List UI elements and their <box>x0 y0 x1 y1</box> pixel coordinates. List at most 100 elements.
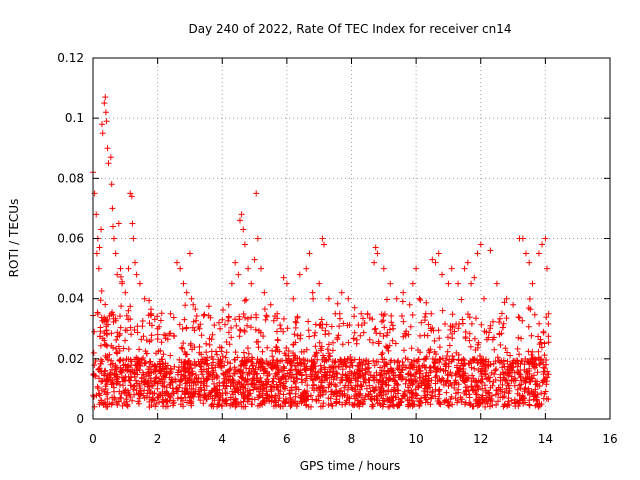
data-point <box>210 359 217 366</box>
data-point <box>348 377 355 384</box>
data-point <box>351 386 358 393</box>
y-tick-label: 0.02 <box>57 352 84 366</box>
data-point <box>192 371 199 378</box>
data-point <box>537 339 544 346</box>
data-point <box>443 397 450 403</box>
data-point <box>536 361 543 368</box>
data-point <box>303 346 310 353</box>
data-point <box>365 360 372 367</box>
data-point <box>166 397 173 404</box>
data-point <box>136 346 143 353</box>
data-point <box>498 310 505 317</box>
data-point <box>328 323 335 330</box>
data-point <box>465 311 471 318</box>
data-point <box>542 235 549 242</box>
data-point <box>191 378 198 385</box>
data-point <box>274 328 280 335</box>
data-point <box>351 313 358 320</box>
data-point <box>399 359 406 365</box>
x-tick-label: 14 <box>538 432 553 446</box>
data-point <box>398 376 405 383</box>
data-point <box>358 310 365 317</box>
data-point <box>203 349 210 356</box>
data-point <box>448 372 455 379</box>
data-point <box>325 295 332 302</box>
data-point <box>225 301 232 308</box>
data-point <box>287 360 294 367</box>
data-point <box>425 347 432 354</box>
data-point <box>151 390 158 397</box>
data-point <box>529 355 536 361</box>
data-point <box>317 403 324 410</box>
data-point <box>214 351 220 358</box>
data-point <box>409 312 416 318</box>
data-point <box>405 331 412 338</box>
data-point <box>415 347 421 353</box>
data-point <box>286 373 292 380</box>
data-point <box>278 379 285 386</box>
data-point <box>496 319 503 326</box>
data-point <box>445 383 452 389</box>
data-point <box>487 403 493 410</box>
data-point <box>146 363 153 370</box>
data-point <box>131 373 138 380</box>
data-point <box>109 377 116 384</box>
data-point <box>110 344 116 351</box>
data-point <box>488 369 495 376</box>
data-point <box>154 331 161 338</box>
data-point <box>535 250 542 257</box>
data-point <box>215 393 222 400</box>
data-point <box>195 388 202 395</box>
data-point <box>286 390 293 397</box>
data-point <box>362 370 369 376</box>
data-point <box>388 357 395 364</box>
data-point <box>452 377 459 384</box>
data-point <box>369 393 376 400</box>
data-point <box>435 365 441 372</box>
data-point <box>545 333 552 340</box>
data-point <box>305 327 312 334</box>
data-point <box>167 382 174 388</box>
data-point <box>178 371 185 378</box>
data-point <box>536 320 543 327</box>
data-point <box>200 400 207 407</box>
data-point <box>163 398 170 405</box>
data-point <box>227 360 234 367</box>
data-point <box>148 402 155 409</box>
data-point <box>211 397 218 404</box>
data-point <box>134 323 141 330</box>
data-point <box>98 226 105 233</box>
data-point <box>480 356 487 362</box>
data-point <box>303 371 310 378</box>
data-point <box>314 356 321 363</box>
data-point <box>257 366 264 373</box>
data-point <box>297 394 304 401</box>
data-point <box>264 344 271 351</box>
data-point <box>186 382 193 389</box>
data-point <box>478 365 485 372</box>
data-point <box>492 391 499 398</box>
data-point <box>497 371 504 378</box>
data-point <box>136 385 143 392</box>
data-point <box>103 354 110 361</box>
data-point <box>499 364 506 371</box>
data-point <box>532 357 539 364</box>
data-point <box>515 334 522 341</box>
data-point <box>348 359 355 366</box>
data-point <box>313 397 320 404</box>
data-point <box>253 360 260 367</box>
data-point <box>141 295 148 302</box>
data-point <box>263 313 270 320</box>
data-point <box>423 396 430 403</box>
data-point <box>333 399 340 406</box>
data-point <box>287 394 294 401</box>
data-point <box>169 376 176 383</box>
data-point <box>391 377 398 384</box>
data-point <box>162 403 169 410</box>
data-point <box>312 321 319 328</box>
data-point <box>373 384 379 391</box>
data-point <box>485 374 492 381</box>
data-point <box>536 383 543 389</box>
data-point <box>468 378 475 385</box>
data-point <box>197 321 204 328</box>
